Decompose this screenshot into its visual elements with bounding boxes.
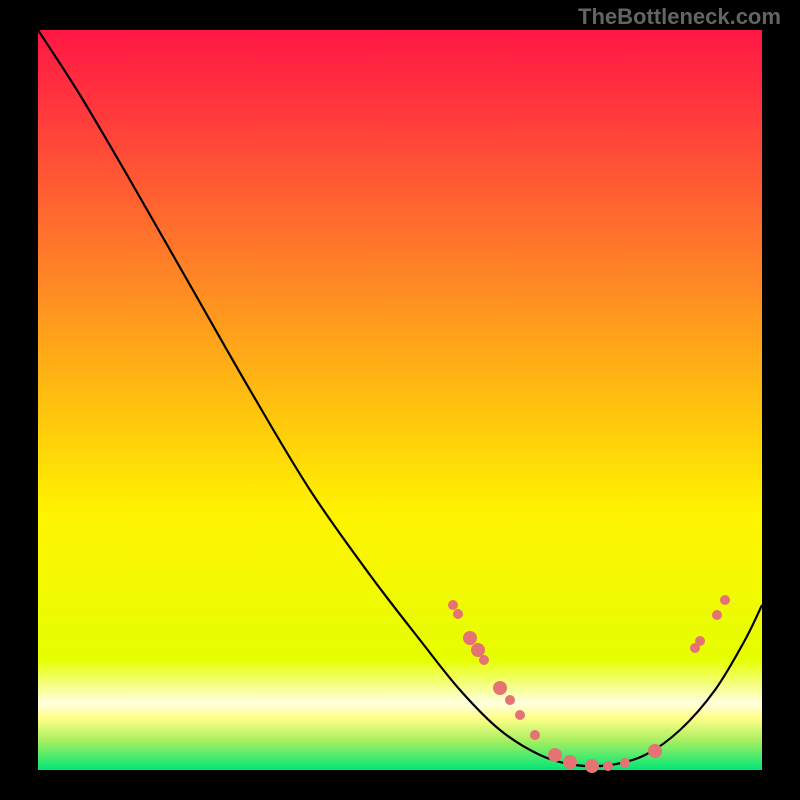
data-marker (603, 761, 613, 771)
data-marker (453, 609, 463, 619)
data-marker (479, 655, 489, 665)
data-marker (620, 758, 630, 768)
chart-svg (0, 0, 800, 800)
data-marker (695, 636, 705, 646)
data-marker (563, 755, 577, 769)
data-marker (530, 730, 540, 740)
plot-area (38, 30, 762, 770)
data-marker (712, 610, 722, 620)
data-marker (471, 643, 485, 657)
data-marker (463, 631, 477, 645)
data-marker (585, 759, 599, 773)
data-marker (493, 681, 507, 695)
data-marker (720, 595, 730, 605)
data-marker (548, 748, 562, 762)
data-marker (648, 744, 662, 758)
data-marker (515, 710, 525, 720)
chart-container: TheBottleneck.com (0, 0, 800, 800)
data-marker (448, 600, 458, 610)
data-marker (505, 695, 515, 705)
watermark-text: TheBottleneck.com (578, 4, 781, 30)
